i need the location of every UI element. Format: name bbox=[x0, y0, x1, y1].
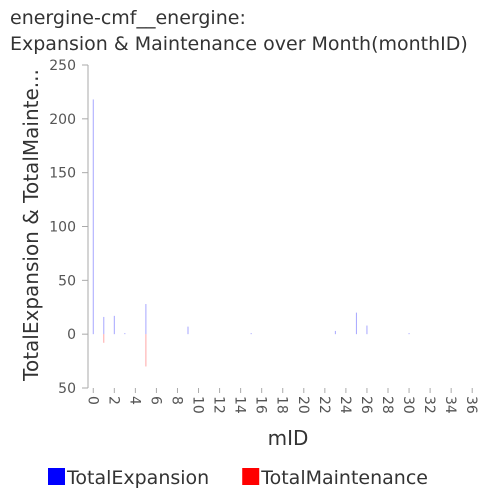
x-tick-label: 26 bbox=[358, 396, 374, 414]
x-tick-label: 20 bbox=[295, 396, 311, 414]
legend-label: TotalMaintenance bbox=[260, 467, 428, 489]
x-tick-label: 12 bbox=[211, 396, 227, 414]
x-tick-label: 0 bbox=[84, 396, 100, 405]
bar bbox=[92, 99, 94, 335]
x-tick-label: 8 bbox=[168, 396, 184, 405]
legend-label: TotalExpansion bbox=[66, 467, 209, 489]
y-tick-label: 50 bbox=[58, 381, 76, 397]
x-tick-label: 28 bbox=[379, 396, 395, 414]
x-tick-label: 18 bbox=[274, 396, 290, 414]
bar bbox=[366, 325, 368, 335]
x-tick-label: 14 bbox=[232, 396, 248, 414]
x-tick-label: 32 bbox=[421, 396, 437, 414]
x-axis-title: mID bbox=[268, 426, 309, 450]
y-tick-label: 0 bbox=[67, 327, 76, 343]
bar bbox=[355, 312, 357, 335]
bar bbox=[145, 334, 147, 367]
y-axis-title: TotalExpansion & TotalMainte... bbox=[19, 69, 43, 382]
x-tick-label: 30 bbox=[400, 396, 416, 414]
x-tick-label: 22 bbox=[316, 396, 332, 414]
y-tick-label: 50 bbox=[58, 273, 76, 289]
bar bbox=[124, 333, 126, 335]
y-tick-label: 150 bbox=[49, 166, 76, 182]
bar bbox=[250, 333, 252, 335]
x-tick-label: 34 bbox=[442, 396, 458, 414]
bar bbox=[187, 326, 189, 335]
x-tick-label: 36 bbox=[463, 396, 479, 414]
x-tick-label: 4 bbox=[126, 396, 142, 405]
bar bbox=[334, 330, 336, 335]
bar bbox=[408, 333, 410, 335]
bar bbox=[145, 304, 147, 335]
y-tick-label: 100 bbox=[49, 220, 76, 236]
bar bbox=[103, 334, 105, 343]
x-tick-label: 6 bbox=[147, 396, 163, 405]
y-tick-label: 250 bbox=[49, 58, 76, 74]
x-tick-label: 10 bbox=[190, 396, 206, 414]
legend-swatch bbox=[242, 468, 260, 485]
bar bbox=[103, 316, 105, 335]
legend-swatch bbox=[48, 468, 65, 485]
x-tick-label: 24 bbox=[337, 396, 353, 414]
y-tick-label: 200 bbox=[49, 112, 76, 128]
x-tick-label: 16 bbox=[253, 396, 269, 414]
bar bbox=[113, 315, 115, 335]
x-tick-label: 2 bbox=[105, 396, 121, 405]
chart-title: energine-cmf__energine: bbox=[10, 7, 246, 29]
chart-title: Expansion & Maintenance over Month(month… bbox=[10, 33, 468, 55]
